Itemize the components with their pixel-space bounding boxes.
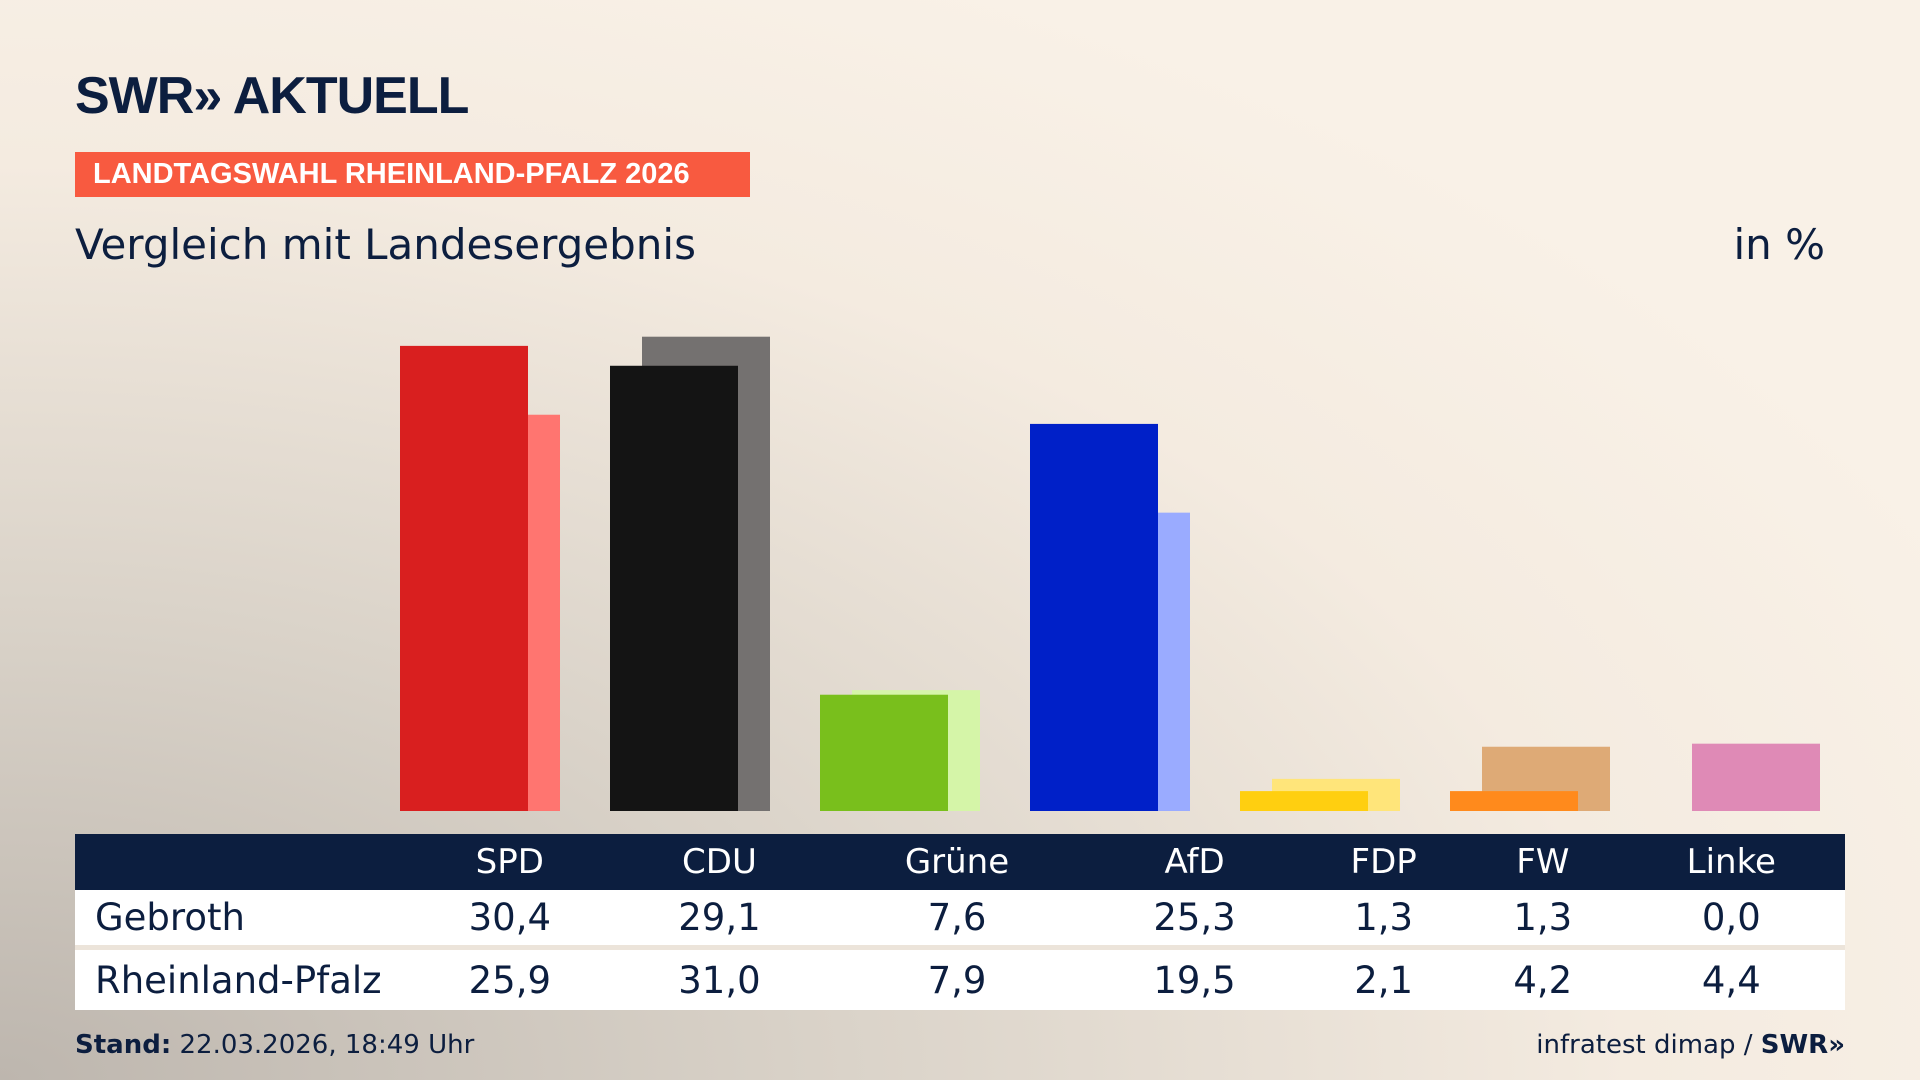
value-label: 2,1 <box>1299 950 1468 1010</box>
value-label: 0,0 <box>1617 890 1845 950</box>
value-label: 31,0 <box>614 950 825 1010</box>
value-label: 4,2 <box>1467 950 1618 1010</box>
table-row: Rheinland-Pfalz 25,9 31,0 7,9 19,5 2,1 4,2 4,4 <box>75 950 1845 1010</box>
source: infratest dimap / SWR» <box>1536 1030 1845 1060</box>
value-label: 1,3 <box>1299 890 1468 950</box>
value-label: 25,9 <box>405 950 615 1010</box>
table-header: SPD CDU Grüne AfD FDP FW Linke <box>75 834 1845 890</box>
bar-fw-gebroth <box>1450 791 1578 811</box>
party-label: FDP <box>1350 842 1417 882</box>
stand-label: Stand: <box>75 1030 172 1060</box>
value-label: 4,4 <box>1617 950 1845 1010</box>
party-label: AfD <box>1164 842 1225 882</box>
party-label: SPD <box>475 842 544 882</box>
value-label: 29,1 <box>614 890 825 950</box>
election-banner: LANDTAGSWAHL RHEINLAND-PFALZ 2026 <box>75 152 750 197</box>
value-label: 30,4 <box>405 890 615 950</box>
chart-subtitle: Vergleich mit Landesergebnis <box>75 220 696 269</box>
value-label: 7,6 <box>824 890 1090 950</box>
bar-cdu-gebroth <box>610 365 738 811</box>
party-label: FW <box>1516 842 1570 882</box>
value-label: 1,3 <box>1467 890 1618 950</box>
header-empty <box>75 834 405 890</box>
stand-value: 22.03.2026, 18:49 Uhr <box>179 1030 475 1060</box>
bar-chart <box>400 336 1820 811</box>
value-label: 7,9 <box>824 950 1090 1010</box>
value-label: 25,3 <box>1089 890 1300 950</box>
party-label: Grüne <box>904 842 1010 882</box>
value-label: 19,5 <box>1089 950 1300 1010</box>
row-label: Gebroth <box>75 890 405 950</box>
source-text: infratest dimap / <box>1536 1030 1753 1060</box>
bar-linke-rheinland-pfalz <box>1692 743 1820 811</box>
bar-spd-gebroth <box>400 345 528 811</box>
swr-logo: SWR» <box>1760 1030 1845 1060</box>
table-row: Gebroth 30,4 29,1 7,6 25,3 1,3 1,3 0,0 <box>75 890 1845 950</box>
results-table: SPD CDU Grüne AfD FDP FW Linke Gebroth 30,4 29,1… <box>75 834 1845 1010</box>
bar-afd-gebroth <box>1030 423 1158 811</box>
party-label: CDU <box>682 842 757 882</box>
swr-aktuell-logo: SWR» AKTUELL <box>75 67 469 125</box>
row-label: Rheinland-Pfalz <box>75 950 405 1010</box>
bar-grüne-gebroth <box>820 694 948 811</box>
party-label: Linke <box>1686 842 1776 882</box>
timestamp: Stand: 22.03.2026, 18:49 Uhr <box>75 1030 474 1060</box>
bar-fdp-gebroth <box>1240 791 1368 811</box>
unit-label: in % <box>1733 220 1825 269</box>
